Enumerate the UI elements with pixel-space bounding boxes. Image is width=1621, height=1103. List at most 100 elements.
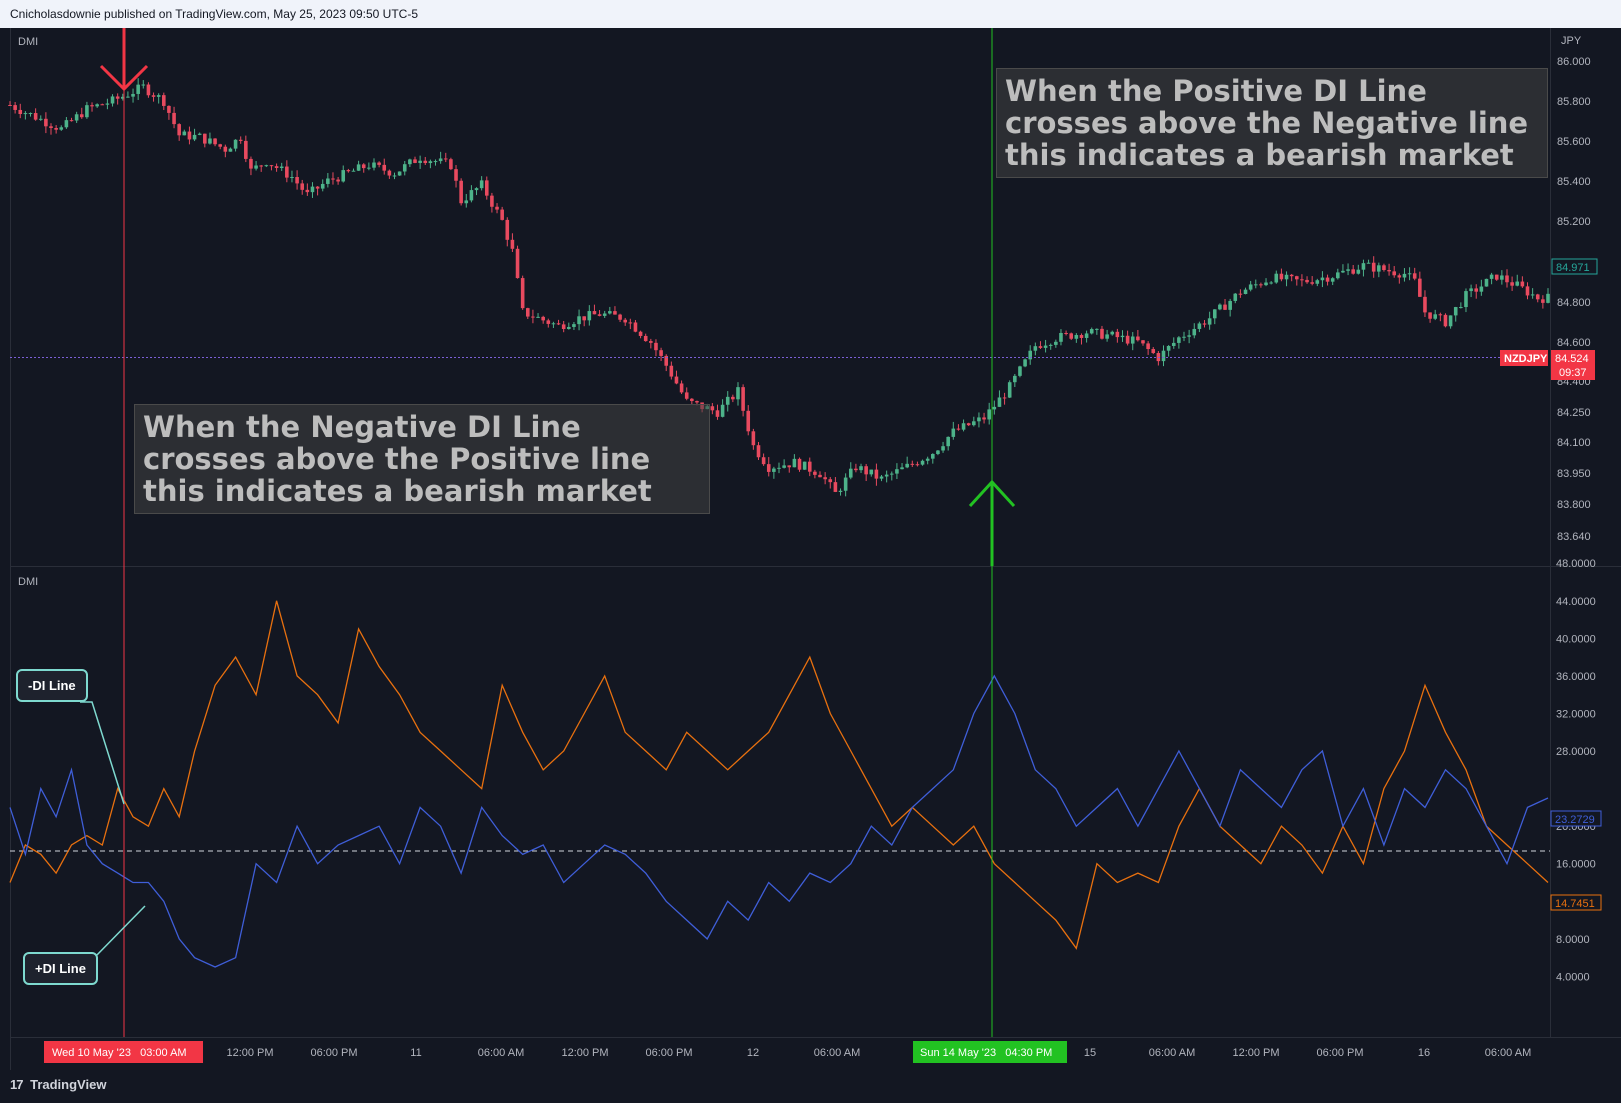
candle-down <box>54 127 58 130</box>
candle-down <box>766 464 771 472</box>
time-tick-label: 06:00 AM <box>1485 1047 1531 1059</box>
candle-up <box>536 316 540 318</box>
candle-up <box>254 165 258 169</box>
candle-down <box>756 445 761 458</box>
candle-down <box>1423 296 1427 313</box>
time-tick-label: 06:00 AM <box>1149 1047 1195 1059</box>
candle-up <box>1469 288 1473 292</box>
candle-down <box>561 324 566 329</box>
candle-up <box>1130 336 1135 344</box>
candle-up <box>1264 282 1268 286</box>
candle-up <box>961 423 966 430</box>
candle-down <box>203 133 207 144</box>
candle-down <box>218 144 222 147</box>
candle-down <box>1325 277 1330 282</box>
candle-up <box>567 326 571 329</box>
candle-up <box>1530 294 1535 296</box>
candle-down <box>531 316 535 318</box>
candle-down <box>377 162 381 165</box>
candle-up <box>1269 282 1273 284</box>
candle-down <box>833 482 838 492</box>
candle-up <box>951 428 956 437</box>
candle-down <box>490 195 494 207</box>
candle-up <box>572 324 576 327</box>
candle-up <box>1095 328 1099 330</box>
tradingview-logo[interactable]: 17 TradingView <box>10 1077 106 1092</box>
candle-down <box>1038 346 1043 348</box>
countdown-tag: 09:37 <box>1559 367 1587 379</box>
candle-down <box>300 183 305 190</box>
top-price-tag: 84.971 <box>1556 262 1590 274</box>
candle-up <box>1253 284 1258 286</box>
candle-up <box>782 465 786 468</box>
dmi-tick-label: 28.0000 <box>1556 746 1596 758</box>
candle-down <box>44 118 48 127</box>
candle-down <box>172 112 176 125</box>
candle-down <box>382 164 387 171</box>
green-time-marker: Sun 14 May '23 04:30 PM <box>920 1047 1052 1059</box>
candle-down <box>249 158 253 169</box>
publisher-bar: Cnicholasdownie published on TradingView… <box>0 0 1621 28</box>
candle-down <box>1494 274 1499 280</box>
dmi-tick-label: 36.0000 <box>1556 671 1596 683</box>
candle-up <box>1166 345 1171 351</box>
candle-down <box>167 105 171 113</box>
plus-di-tag: 23.2729 <box>1555 814 1595 826</box>
price-axis-ticks: 86.000 85.800 85.600 85.400 85.200 84.800 84.6… <box>1557 56 1591 543</box>
candle-down <box>1387 270 1391 272</box>
candle-down <box>525 308 530 317</box>
candle-down <box>13 105 17 110</box>
candle-down <box>443 158 448 160</box>
candle-down <box>90 105 94 107</box>
candle-down <box>500 209 504 220</box>
candle-down <box>864 466 868 475</box>
symbol-tag: NZDJPY <box>1504 353 1548 365</box>
candle-up <box>197 133 202 135</box>
top-annotation-note[interactable]: When the Positive DI Line crosses above … <box>996 68 1548 178</box>
candle-down <box>818 474 822 478</box>
candle-down <box>618 314 622 320</box>
candle-up <box>792 458 797 468</box>
candle-up <box>1274 273 1279 283</box>
dmi-tick-label: 44.0000 <box>1556 596 1596 608</box>
candle-down <box>1418 278 1422 297</box>
candle-up <box>1212 309 1217 319</box>
candle-down <box>731 396 735 400</box>
dmi-pane-bg <box>10 567 1550 1037</box>
candle-down <box>710 406 715 411</box>
time-tick-label: 12:00 PM <box>561 1047 608 1059</box>
candle-up <box>192 134 197 140</box>
candle-up <box>23 113 28 115</box>
candle-up <box>156 95 161 97</box>
candle-up <box>1361 263 1366 270</box>
candle-up <box>895 469 899 474</box>
price-tick-label: 83.950 <box>1557 468 1591 480</box>
candle-up <box>1007 382 1012 398</box>
candle-up <box>1515 281 1520 286</box>
candle-up <box>987 409 991 420</box>
candle-down <box>361 164 366 169</box>
candle-up <box>1233 293 1238 301</box>
candle-down <box>177 124 181 136</box>
candle-up <box>1105 334 1109 339</box>
candle-down <box>1535 294 1540 300</box>
minus-di-callout[interactable]: -DI Line <box>16 669 88 702</box>
candle-up <box>351 170 356 172</box>
candle-down <box>1238 293 1243 295</box>
candle-down <box>495 206 499 210</box>
candle-down <box>259 165 264 167</box>
bottom-annotation-note[interactable]: When the Negative DI Line crosses above … <box>134 404 710 514</box>
time-tick-label: 06:00 PM <box>310 1047 357 1059</box>
price-tick-label: 84.250 <box>1557 407 1591 419</box>
candle-down <box>1520 281 1525 287</box>
candle-up <box>838 490 843 492</box>
candle-down <box>910 463 915 465</box>
candle-down <box>633 322 638 332</box>
candle-down <box>115 96 120 99</box>
candle-down <box>669 365 674 377</box>
candle-down <box>623 319 627 323</box>
candle-down <box>1397 275 1402 278</box>
candle-down <box>546 320 551 324</box>
plus-di-callout[interactable]: +DI Line <box>23 952 98 985</box>
candle-down <box>751 431 756 446</box>
